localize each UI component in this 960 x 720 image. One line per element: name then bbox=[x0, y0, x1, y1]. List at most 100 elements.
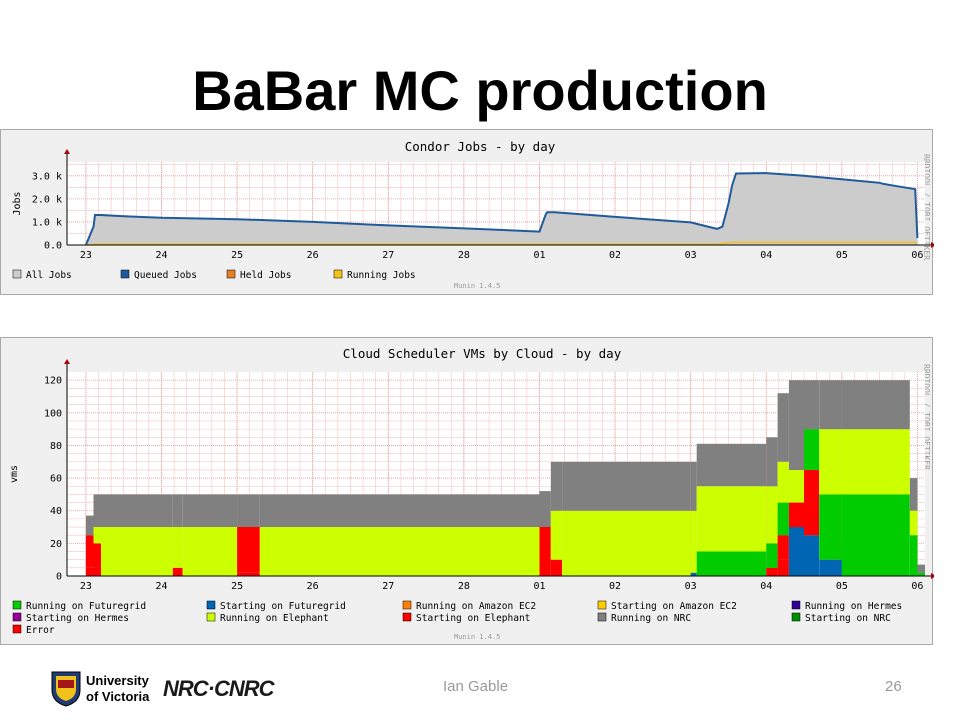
x-tick-label: 27 bbox=[382, 250, 394, 261]
y-tick-label: 80 bbox=[50, 441, 62, 452]
stack-segment bbox=[93, 543, 102, 568]
x-axis-arrow bbox=[931, 573, 934, 579]
stack-segment bbox=[550, 461, 563, 511]
legend-swatch bbox=[597, 612, 607, 622]
stack-segment bbox=[788, 380, 804, 470]
stack-segment bbox=[788, 469, 804, 503]
stack-segment bbox=[766, 567, 778, 576]
legend-swatch bbox=[597, 600, 607, 610]
legend-label: Running on Hermes bbox=[805, 601, 902, 612]
x-axis-arrow bbox=[931, 242, 934, 248]
stack-segment bbox=[172, 567, 183, 576]
stack-segment bbox=[93, 567, 102, 576]
stack-segment bbox=[819, 559, 842, 576]
y-tick-label: 120 bbox=[44, 376, 62, 387]
y-tick-label: 3.0 k bbox=[32, 171, 62, 182]
y-axis-label: Jobs bbox=[12, 191, 23, 215]
stack-segment bbox=[804, 380, 820, 430]
y-axis-arrow bbox=[64, 149, 70, 154]
stack-segment bbox=[539, 527, 551, 576]
legend-label: Queued Jobs bbox=[134, 270, 197, 281]
x-tick-label: 23 bbox=[80, 581, 92, 592]
slide-title: BaBar MC production bbox=[192, 59, 768, 122]
stack-segment bbox=[172, 527, 183, 568]
queued-jobs-line bbox=[84, 172, 919, 246]
y-axis-arrow bbox=[64, 359, 70, 364]
stack-segment bbox=[690, 461, 697, 511]
logo-university-line1: University bbox=[86, 673, 150, 688]
stack-segment bbox=[539, 491, 551, 527]
stack-segment bbox=[819, 380, 842, 430]
stack-segment bbox=[909, 535, 918, 576]
stack-segment bbox=[237, 572, 260, 576]
chart-title: Condor Jobs - by day bbox=[405, 139, 556, 154]
stack-segment bbox=[804, 469, 820, 536]
x-tick-label: 28 bbox=[458, 581, 470, 592]
legend-swatch bbox=[226, 269, 236, 279]
stack-segment bbox=[93, 494, 102, 527]
stack-segment bbox=[841, 494, 910, 576]
y-tick-label: 0 bbox=[56, 572, 62, 583]
y-tick-label: 0.0 bbox=[44, 241, 62, 252]
footer-author: Ian Gable bbox=[443, 678, 509, 695]
legend-swatch bbox=[333, 269, 343, 279]
x-tick-label: 06 bbox=[911, 250, 923, 261]
x-tick-label: 04 bbox=[760, 581, 772, 592]
legend-swatch bbox=[12, 600, 22, 610]
stack-segment bbox=[85, 535, 94, 568]
legend-label: Running on Elephant bbox=[220, 613, 329, 624]
cloud-scheduler-chart: Cloud Scheduler VMs by Cloud - by day vms… bbox=[9, 346, 934, 641]
legend-swatch bbox=[12, 624, 22, 634]
stack-segment bbox=[766, 543, 778, 568]
x-tick-label: 05 bbox=[836, 581, 848, 592]
legend-swatch bbox=[120, 269, 130, 279]
stack-segment bbox=[550, 559, 563, 576]
stack-segment bbox=[259, 494, 540, 527]
x-tick-label: 02 bbox=[609, 581, 621, 592]
legend-swatch bbox=[791, 600, 801, 610]
x-tick-label: 26 bbox=[307, 250, 319, 261]
munin-footer: Munin 1.4.5 bbox=[454, 282, 500, 290]
stack-segment bbox=[85, 567, 94, 576]
munin-footer: Munin 1.4.5 bbox=[454, 633, 500, 641]
stack-segment bbox=[696, 443, 767, 487]
stack-segment bbox=[804, 535, 820, 576]
legend-swatch bbox=[402, 612, 412, 622]
legend-label: Error bbox=[26, 625, 55, 636]
condor-jobs-graph: Condor Jobs - by day Jobs RRDTOOL / TOBI O… bbox=[0, 129, 934, 295]
stack-segment bbox=[909, 478, 918, 511]
legend-label: Held Jobs bbox=[240, 270, 291, 281]
stack-segment bbox=[562, 461, 691, 511]
legend-label: Running Jobs bbox=[347, 270, 416, 281]
x-tick-label: 23 bbox=[80, 250, 92, 261]
stack-segment bbox=[259, 527, 540, 576]
side-label: RRDTOOL / TOBI OETIKER bbox=[922, 154, 931, 260]
page-number: 26 bbox=[885, 678, 902, 695]
stack-segment bbox=[841, 380, 910, 430]
stack-segment bbox=[777, 535, 789, 560]
legend-swatch bbox=[791, 612, 801, 622]
stack-segment bbox=[93, 527, 102, 544]
x-tick-label: 01 bbox=[533, 581, 545, 592]
legend-label: Running on Futuregrid bbox=[26, 601, 146, 612]
stack-segment bbox=[182, 494, 238, 527]
x-tick-label: 28 bbox=[458, 250, 470, 261]
stack-segment bbox=[766, 437, 778, 487]
stack-segment bbox=[766, 486, 778, 544]
stack-segment bbox=[182, 527, 238, 576]
x-tick-label: 26 bbox=[307, 581, 319, 592]
x-tick-label: 03 bbox=[685, 581, 697, 592]
legend-label: Starting on Amazon EC2 bbox=[611, 601, 737, 612]
stack-segment bbox=[909, 510, 918, 536]
stack-segment bbox=[696, 486, 767, 552]
legend-label: Starting on Elephant bbox=[416, 613, 530, 624]
legend-swatch bbox=[12, 612, 22, 622]
stack-segment bbox=[819, 494, 842, 560]
legend-label: Running on NRC bbox=[611, 613, 691, 624]
legend-label: Starting on Futuregrid bbox=[220, 601, 346, 612]
x-tick-label: 03 bbox=[685, 250, 697, 261]
x-tick-label: 24 bbox=[155, 581, 167, 592]
x-tick-label: 25 bbox=[231, 250, 243, 261]
stack-segment bbox=[690, 572, 697, 576]
stack-segment bbox=[550, 510, 563, 560]
